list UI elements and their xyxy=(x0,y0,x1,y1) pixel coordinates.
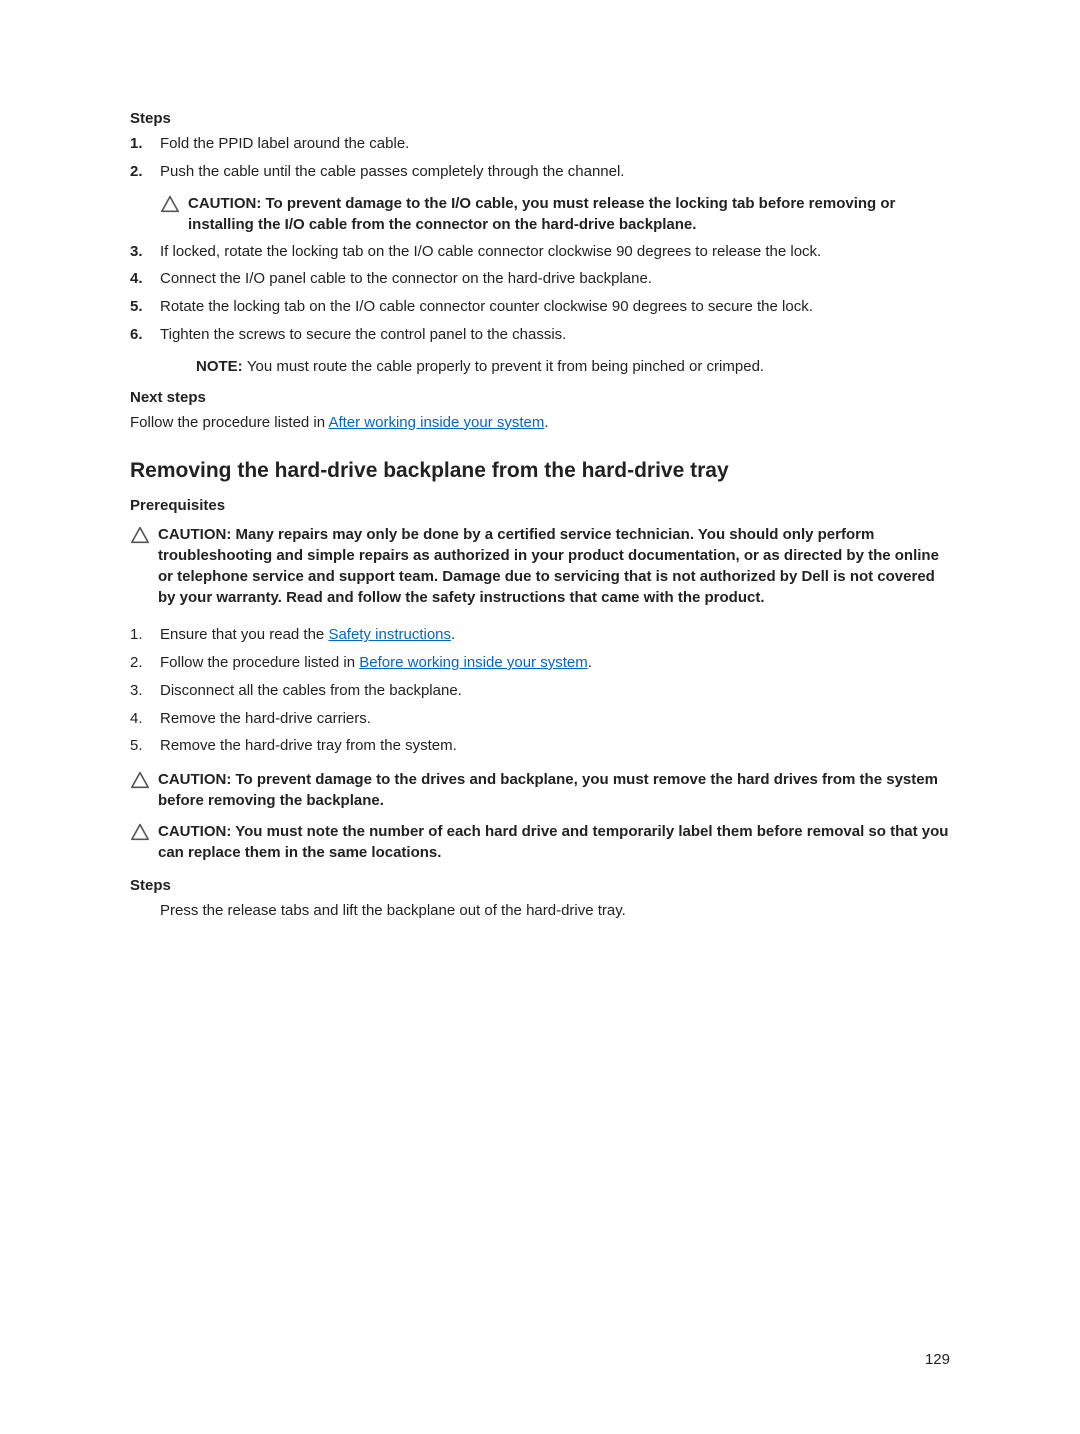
step-text: Follow the procedure listed in Before wo… xyxy=(160,652,950,674)
step-text: Rotate the locking tab on the I/O cable … xyxy=(160,296,950,318)
caution-body: Many repairs may only be done by a certi… xyxy=(158,526,939,606)
caution-block: CAUTION: To prevent damage to the drives… xyxy=(130,769,950,811)
steps-list-mid: 3. If locked, rotate the locking tab on … xyxy=(130,241,950,346)
next-steps-para: Follow the procedure listed in After wor… xyxy=(130,412,950,434)
next-steps-after: . xyxy=(544,414,548,431)
step-item: 2. Follow the procedure listed in Before… xyxy=(130,652,950,674)
caution-body: To prevent damage to the I/O cable, you … xyxy=(188,195,895,233)
steps-label-bottom: Steps xyxy=(130,877,950,894)
caution-block: CAUTION: To prevent damage to the I/O ca… xyxy=(160,193,950,235)
step-item: 2. Push the cable until the cable passes… xyxy=(130,161,950,183)
step-text: Disconnect all the cables from the backp… xyxy=(160,680,950,702)
step-number: 1. xyxy=(130,624,160,646)
step-text: Fold the PPID label around the cable. xyxy=(160,133,950,155)
step-number: 5. xyxy=(130,735,160,757)
safety-instructions-link[interactable]: Safety instructions xyxy=(328,626,451,643)
prerequisites-label: Prerequisites xyxy=(130,497,950,514)
step-item: 3. Disconnect all the cables from the ba… xyxy=(130,680,950,702)
step-text: Remove the hard-drive carriers. xyxy=(160,708,950,730)
step-number: 5. xyxy=(130,296,160,318)
step-number: 1. xyxy=(130,133,160,155)
step-number: 3. xyxy=(130,241,160,263)
note-line: NOTE: You must route the cable properly … xyxy=(196,358,950,375)
caution-label: CAUTION: xyxy=(158,771,236,788)
step-item: 1. Fold the PPID label around the cable. xyxy=(130,133,950,155)
caution-text: CAUTION: To prevent damage to the drives… xyxy=(158,769,950,811)
caution-icon xyxy=(130,524,158,608)
step-item: 4. Remove the hard-drive carriers. xyxy=(130,708,950,730)
caution-block: CAUTION: You must note the number of eac… xyxy=(130,821,950,863)
steps-bottom-text: Press the release tabs and lift the back… xyxy=(160,900,950,922)
step-item: 4. Connect the I/O panel cable to the co… xyxy=(130,268,950,290)
step-number: 2. xyxy=(130,652,160,674)
step-item: 5. Remove the hard-drive tray from the s… xyxy=(130,735,950,757)
caution-label: CAUTION: xyxy=(188,195,266,212)
step-number: 2. xyxy=(130,161,160,183)
step-number: 4. xyxy=(130,268,160,290)
before-working-link[interactable]: Before working inside your system xyxy=(359,654,587,671)
caution-icon xyxy=(130,769,158,811)
step-number: 6. xyxy=(130,324,160,346)
page-number: 129 xyxy=(925,1351,950,1368)
caution-body: To prevent damage to the drives and back… xyxy=(158,771,938,809)
step-text: Connect the I/O panel cable to the conne… xyxy=(160,268,950,290)
step-after: . xyxy=(451,626,455,643)
step-text: Ensure that you read the Safety instruct… xyxy=(160,624,950,646)
step-before: Ensure that you read the xyxy=(160,626,328,643)
step-text: Push the cable until the cable passes co… xyxy=(160,161,950,183)
step-text: Remove the hard-drive tray from the syst… xyxy=(160,735,950,757)
caution-block: CAUTION: Many repairs may only be done b… xyxy=(130,524,950,608)
step-after: . xyxy=(588,654,592,671)
caution-text: CAUTION: You must note the number of eac… xyxy=(158,821,950,863)
prereq-steps-list: 1. Ensure that you read the Safety instr… xyxy=(130,624,950,757)
after-working-link[interactable]: After working inside your system xyxy=(328,414,544,431)
caution-icon xyxy=(160,193,188,235)
caution-label: CAUTION: xyxy=(158,823,235,840)
step-item: 1. Ensure that you read the Safety instr… xyxy=(130,624,950,646)
steps-list-top: 1. Fold the PPID label around the cable.… xyxy=(130,133,950,183)
caution-label: CAUTION: xyxy=(158,526,236,543)
caution-text: CAUTION: Many repairs may only be done b… xyxy=(158,524,950,608)
step-item: 6. Tighten the screws to secure the cont… xyxy=(130,324,950,346)
step-text: If locked, rotate the locking tab on the… xyxy=(160,241,950,263)
note-label: NOTE: xyxy=(196,358,247,375)
step-item: 3. If locked, rotate the locking tab on … xyxy=(130,241,950,263)
next-steps-before: Follow the procedure listed in xyxy=(130,414,328,431)
step-number: 4. xyxy=(130,708,160,730)
caution-body: You must note the number of each hard dr… xyxy=(158,823,948,861)
next-steps-label: Next steps xyxy=(130,389,950,406)
step-before: Follow the procedure listed in xyxy=(160,654,359,671)
caution-text: CAUTION: To prevent damage to the I/O ca… xyxy=(188,193,950,235)
steps-label: Steps xyxy=(130,110,950,127)
note-text: You must route the cable properly to pre… xyxy=(247,358,764,375)
section-heading: Removing the hard-drive backplane from t… xyxy=(130,459,950,483)
step-number: 3. xyxy=(130,680,160,702)
step-text: Tighten the screws to secure the control… xyxy=(160,324,950,346)
step-item: 5. Rotate the locking tab on the I/O cab… xyxy=(130,296,950,318)
caution-icon xyxy=(130,821,158,863)
